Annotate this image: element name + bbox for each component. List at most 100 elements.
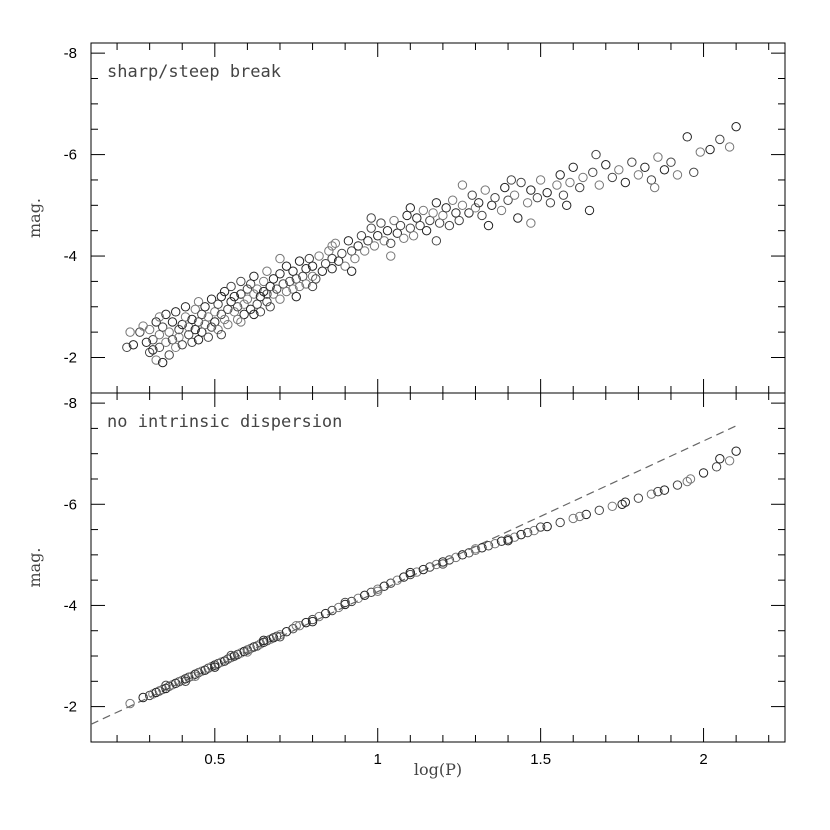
data-point xyxy=(327,241,337,251)
data-point xyxy=(190,304,200,315)
data-point xyxy=(206,322,217,332)
data-point xyxy=(522,527,533,538)
data-point xyxy=(356,231,367,241)
data-point xyxy=(724,456,735,466)
data-point xyxy=(242,647,253,657)
data-point xyxy=(324,246,334,256)
data-point xyxy=(695,147,705,157)
data-point xyxy=(405,223,416,233)
data-point xyxy=(392,575,402,585)
data-point xyxy=(294,256,305,266)
data-point xyxy=(724,142,735,152)
data-point xyxy=(480,185,490,195)
data-point xyxy=(164,350,174,360)
data-point xyxy=(588,167,598,178)
data-point xyxy=(148,335,158,345)
data-point xyxy=(314,611,324,622)
data-point xyxy=(314,251,324,261)
data-point xyxy=(216,309,227,320)
data-point xyxy=(438,559,448,569)
data-point xyxy=(581,509,591,520)
y-axis-title: mag. xyxy=(25,198,44,238)
data-point xyxy=(682,132,692,142)
data-point xyxy=(395,220,406,231)
data-point xyxy=(275,632,285,642)
data-point xyxy=(633,170,644,180)
data-point xyxy=(457,180,468,190)
data-point xyxy=(144,324,155,335)
data-point xyxy=(526,185,536,195)
data-point xyxy=(187,314,197,325)
data-point xyxy=(258,286,269,297)
data-point xyxy=(171,307,181,317)
data-point xyxy=(184,322,194,332)
data-point xyxy=(242,284,253,294)
data-point xyxy=(210,307,220,317)
data-point xyxy=(213,299,223,309)
data-point xyxy=(180,312,191,322)
data-point xyxy=(379,581,389,591)
data-point xyxy=(405,567,416,578)
data-point xyxy=(193,335,204,345)
data-point xyxy=(236,289,246,299)
data-point xyxy=(363,236,373,246)
data-point xyxy=(575,182,585,193)
data-point xyxy=(369,241,380,251)
x-tick-label: 2 xyxy=(699,751,707,768)
data-point xyxy=(272,284,282,294)
data-point xyxy=(653,486,663,497)
data-point xyxy=(249,271,259,282)
data-point xyxy=(216,291,227,302)
data-point xyxy=(682,476,692,487)
data-point xyxy=(157,357,168,368)
data-point xyxy=(568,513,578,524)
data-point xyxy=(232,302,243,312)
data-point xyxy=(333,256,344,266)
data-point xyxy=(203,332,213,342)
data-point xyxy=(382,225,393,236)
data-point xyxy=(614,165,624,175)
data-point xyxy=(535,522,546,532)
data-point xyxy=(226,281,236,292)
data-point xyxy=(649,182,660,193)
data-point xyxy=(421,225,432,236)
data-point xyxy=(223,304,233,315)
data-point xyxy=(174,324,184,335)
data-point xyxy=(327,264,337,274)
data-point xyxy=(154,342,165,353)
data-point xyxy=(666,157,676,167)
data-point xyxy=(535,175,546,185)
data-point xyxy=(503,535,513,546)
data-point xyxy=(487,200,497,211)
y-tick-label: -6 xyxy=(64,147,77,164)
data-point xyxy=(359,246,370,256)
data-point xyxy=(542,187,552,198)
data-point xyxy=(177,340,187,350)
data-point xyxy=(584,205,595,216)
data-point xyxy=(157,322,168,332)
data-point xyxy=(399,233,409,243)
data-point xyxy=(320,258,331,269)
data-point xyxy=(226,650,236,661)
data-point xyxy=(262,289,272,299)
data-point xyxy=(477,543,487,553)
data-point xyxy=(483,220,494,231)
data-point xyxy=(262,296,272,307)
data-point xyxy=(620,177,631,188)
data-point xyxy=(633,493,644,503)
data-point xyxy=(601,160,611,170)
data-point xyxy=(242,294,253,304)
data-point xyxy=(187,337,197,347)
data-point xyxy=(715,134,725,145)
data-point xyxy=(350,253,360,264)
data-point xyxy=(223,319,233,330)
data-point xyxy=(532,193,543,203)
data-point xyxy=(301,264,311,274)
data-point xyxy=(268,289,279,299)
data-point xyxy=(337,248,347,259)
data-point xyxy=(135,327,145,337)
data-point xyxy=(470,544,481,554)
data-point xyxy=(392,228,402,238)
data-point xyxy=(265,281,275,292)
x-tick-label: 0.5 xyxy=(204,751,225,768)
